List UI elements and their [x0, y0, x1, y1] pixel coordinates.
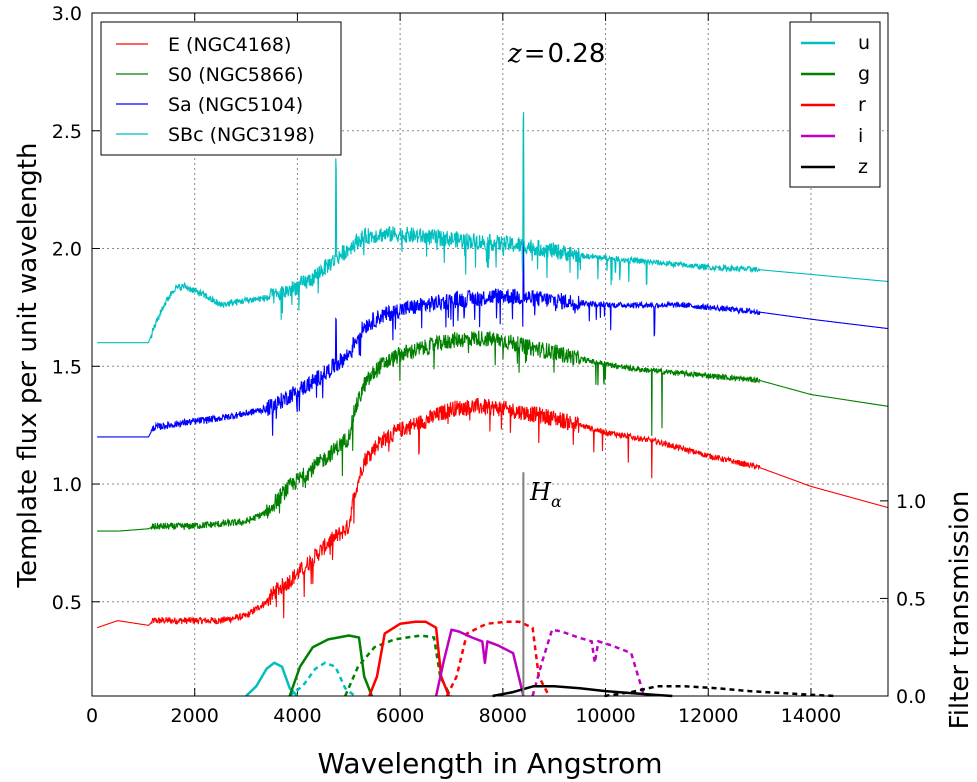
plot-frame	[91, 12, 889, 697]
y-ticks: 0.5 1.0 1.5 2.0 2.5 3.0	[52, 3, 100, 614]
legend-templates: E (NGC4168) S0 (NGC5866) Sa (NGC5104) SBc (…	[100, 21, 342, 156]
filter-curve-shifted-z	[604, 684, 835, 698]
redshift-annotation: z=0.28	[507, 39, 605, 69]
y-tick-label: 1.5	[52, 356, 82, 378]
y-tick-label: 2.0	[52, 239, 82, 261]
y-tick-label: 0.5	[52, 592, 82, 614]
filter-curve-z	[492, 684, 673, 698]
legend-label: Sa (NGC5104)	[168, 94, 303, 116]
y-right-tick-label: 0.5	[896, 588, 926, 610]
x-ticks: 0 2000 4000 6000 8000 10000 12000 14000	[86, 13, 841, 727]
svg-text:z=0.28: z=0.28	[507, 39, 605, 69]
filter-curve-shifted-g	[344, 634, 452, 697]
x-tick-label: 10000	[575, 705, 635, 727]
x-tick-label: 0	[86, 705, 98, 727]
legend-label: u	[858, 32, 870, 54]
redshift-value: 0.28	[548, 39, 606, 69]
plot-area	[96, 112, 889, 629]
filter-curve-shifted-u	[288, 661, 356, 698]
legend-label: i	[858, 125, 863, 147]
redshift-equals: =	[524, 39, 546, 69]
y-right-ticks: 0.0 0.5 1.0	[880, 491, 926, 708]
x-tick-label: 14000	[781, 705, 841, 727]
filter-curve-g	[288, 634, 374, 697]
x-axis-label: Wavelength in Angstrom	[318, 747, 663, 780]
filter-curves	[245, 620, 835, 698]
h-alpha-symbol: H	[529, 478, 552, 506]
h-alpha-label: Hα	[529, 478, 562, 511]
legend-label: z	[858, 156, 868, 178]
x-tick-label: 4000	[273, 705, 321, 727]
h-alpha-subscript: α	[551, 492, 562, 511]
x-tick-label: 6000	[376, 705, 424, 727]
filter-curve-shifted-i	[531, 628, 646, 697]
y-tick-label: 1.0	[52, 474, 82, 496]
y-axis-label: Template flux per unit wavelength	[13, 143, 43, 589]
legend-label: SBc (NGC3198)	[168, 124, 315, 146]
series-line	[96, 398, 889, 629]
legend-label: g	[858, 63, 870, 85]
filter-curve-i	[434, 628, 525, 697]
legend-label: r	[858, 94, 866, 116]
y-right-tick-label: 1.0	[896, 491, 926, 513]
y-tick-label: 2.5	[52, 121, 82, 143]
series-line	[97, 330, 888, 532]
series-line	[97, 240, 889, 438]
y-tick-label: 3.0	[52, 3, 82, 25]
legend-label: E (NGC4168)	[168, 34, 291, 56]
y-right-tick-label: 0.0	[896, 686, 926, 708]
x-tick-label: 2000	[171, 705, 219, 727]
svg-text:Hα: Hα	[529, 478, 562, 511]
series-line	[97, 112, 888, 344]
x-tick-label: 12000	[678, 705, 738, 727]
redshift-symbol: z	[507, 39, 522, 69]
y-right-axis-label: Filter transmission	[945, 491, 975, 730]
filter-curve-r	[368, 620, 451, 697]
x-tick-label: 8000	[479, 705, 527, 727]
filter-curve-u	[245, 661, 299, 697]
filter-curve-shifted-r	[445, 620, 551, 697]
legend-label: S0 (NGC5866)	[168, 64, 304, 86]
